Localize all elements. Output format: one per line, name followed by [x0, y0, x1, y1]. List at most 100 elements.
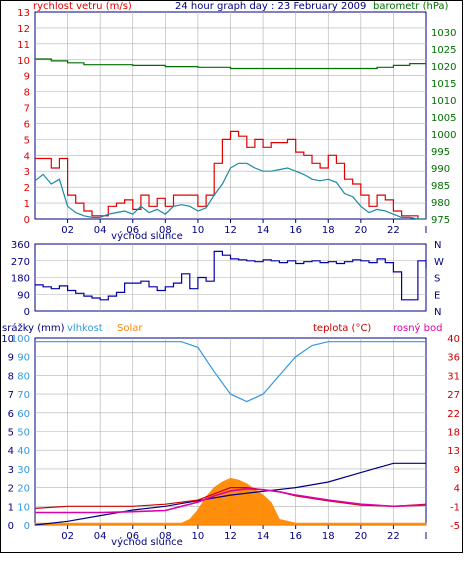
- barometer-tick: 1020: [431, 62, 456, 73]
- barometer-tick: 990: [431, 164, 450, 175]
- x-tick-label: 10: [192, 531, 205, 542]
- temperature-tick: 18: [447, 428, 460, 439]
- x-tick-label: 14: [257, 225, 270, 236]
- temperature-tick: -1: [450, 502, 460, 513]
- barometer-label: barometr (hPa): [373, 1, 449, 12]
- humidity-tick: 100: [11, 334, 30, 345]
- humidity-tick: 70: [17, 390, 30, 401]
- x-tick-label: 20: [354, 531, 367, 542]
- humidity-tick: 30: [17, 465, 30, 476]
- x-tick-label: 12: [224, 531, 237, 542]
- temperature-tick: 36: [447, 353, 460, 364]
- wind-speed-tick: 10: [17, 56, 30, 67]
- wind-speed-label: rychlost vetru (m/s): [33, 1, 132, 12]
- barometer-tick: 985: [431, 181, 450, 192]
- wind-direction-tick: 90: [17, 290, 30, 301]
- wind-panel-grid: [35, 12, 426, 219]
- wind-direction-series: [35, 250, 427, 301]
- compass-tick: W: [434, 257, 444, 268]
- rain-tick: 6: [8, 409, 14, 420]
- wind-direction-tick: 0: [24, 307, 30, 318]
- compass-tick: E: [434, 290, 440, 301]
- outer-frame: [0, 0, 463, 553]
- compass-tick: N: [434, 240, 441, 251]
- wind-direction-tick: 270: [11, 257, 30, 268]
- rain-tick: 7: [8, 390, 14, 401]
- temperature-axis: -5 -1 4 9 13 18 22 27 31 36 40: [447, 334, 460, 532]
- wind-average-series: [34, 162, 426, 220]
- x-tick-label: 22: [387, 531, 400, 542]
- wind-speed-tick: 8: [24, 88, 30, 99]
- x-tick-label: 18: [322, 225, 335, 236]
- wind-gust-series: [35, 130, 426, 220]
- x-tick-label: 18: [322, 531, 335, 542]
- barometer-axis: 975 980 985 990 995 1000 1005 1010 1015 1020 1025 1…: [431, 28, 456, 226]
- temperature-tick: 40: [447, 334, 460, 345]
- wind-speed-tick: 1: [24, 199, 30, 210]
- wind-speed-tick: 3: [24, 167, 30, 178]
- barometer-tick: 1015: [431, 79, 456, 90]
- x-tick-label: 08: [159, 531, 172, 542]
- humidity-tick: 10: [17, 502, 30, 513]
- temperature-label: teplota (°C): [313, 323, 371, 334]
- solar-series: [34, 477, 427, 526]
- wind-speed-tick: 7: [24, 104, 30, 115]
- wind-speed-tick: 2: [24, 183, 30, 194]
- sunrise-label: východ slunce: [111, 230, 183, 242]
- wind-speed-tick: 11: [17, 40, 30, 51]
- dew-point-label: rosný bod: [393, 322, 442, 334]
- x-tick-label: 14: [257, 531, 270, 542]
- solar-label: Solar: [117, 323, 143, 334]
- compass-tick: N: [434, 307, 441, 318]
- humidity-tick: 60: [17, 409, 30, 420]
- sunrise-label: východ slunce: [111, 536, 183, 548]
- temperature-tick: 9: [454, 465, 460, 476]
- x-tick-label: 16: [289, 225, 302, 236]
- x-tick-label: 12: [224, 225, 237, 236]
- rain-tick: 2: [8, 484, 14, 495]
- temperature-tick: 27: [447, 390, 460, 401]
- title: 24 hour graph day : 23 February 2009: [175, 1, 366, 12]
- x-tick-label: 20: [354, 225, 367, 236]
- humidity-label: vlhkost: [67, 323, 103, 334]
- rain-tick: 4: [8, 446, 14, 457]
- x-tick-label: 06: [126, 225, 139, 236]
- humidity-tick: 40: [17, 446, 30, 457]
- rain-tick: 10: [1, 334, 14, 345]
- wind-direction-degree-axis: 0 90 180 270 360: [11, 240, 30, 318]
- wind-speed-tick: 0: [24, 215, 30, 226]
- x-tick-label: 02: [61, 531, 74, 542]
- x-tick-label: 04: [94, 225, 107, 236]
- x-tick-label: 04: [94, 531, 107, 542]
- humidity-tick: 0: [24, 521, 30, 532]
- rain-tick: 5: [8, 428, 14, 439]
- rain-tick: 3: [8, 465, 14, 476]
- x-tick-label: 22: [387, 225, 400, 236]
- wind-speed-tick: 12: [17, 24, 30, 35]
- rain-tick: 9: [8, 353, 14, 364]
- wind-panel-x-axis: 02 04 06 08 10 12 14 16 18 20 22 I: [61, 219, 427, 236]
- x-tick-label: 06: [126, 531, 139, 542]
- x-end-label: I: [425, 225, 428, 236]
- rain-label: srážky (mm): [2, 322, 65, 334]
- temperature-tick: 31: [447, 371, 460, 382]
- wind-speed-tick: 5: [24, 135, 30, 146]
- wind-speed-tick: 13: [17, 8, 30, 19]
- wind-direction-tick: 180: [11, 274, 30, 285]
- rain-series: [34, 462, 426, 526]
- x-end-label: I: [425, 531, 428, 542]
- barometer-tick: 1025: [431, 45, 456, 56]
- barometer-tick: 1030: [431, 28, 456, 39]
- wind-direction-grid: [35, 244, 426, 311]
- temperature-tick: 22: [447, 409, 460, 420]
- barometer-tick: 1010: [431, 96, 456, 107]
- x-tick-label: 16: [289, 531, 302, 542]
- dew-point-series: [35, 487, 427, 514]
- barometer-tick: 995: [431, 147, 450, 158]
- humidity-tick: 80: [17, 371, 30, 382]
- wind-speed-tick: 9: [24, 72, 30, 83]
